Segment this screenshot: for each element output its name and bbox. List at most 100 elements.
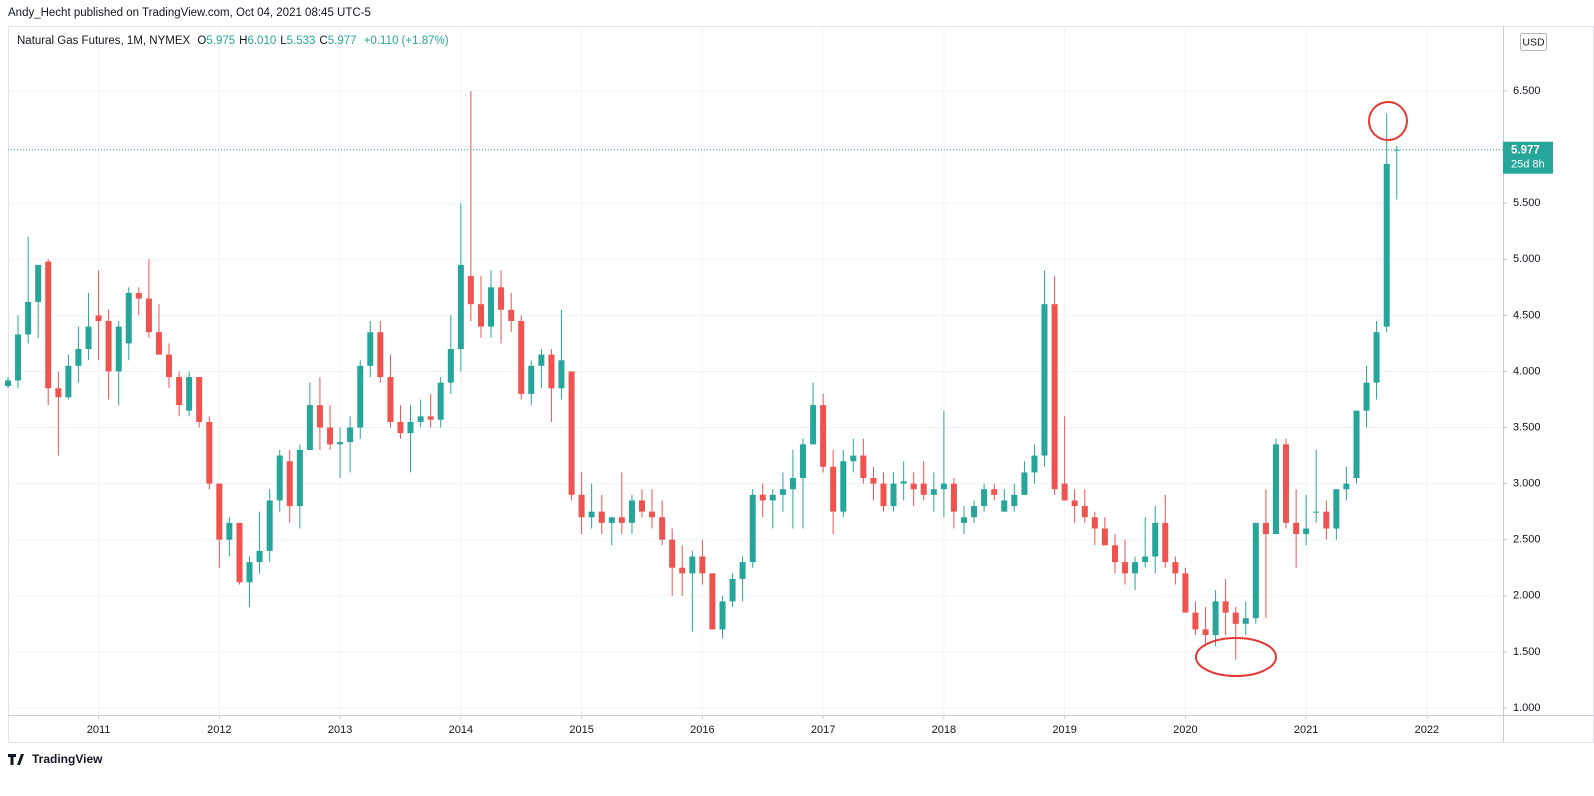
y-tick-label: 3.500 xyxy=(1513,421,1541,433)
candle-body xyxy=(467,276,474,305)
x-tick-label: 2022 xyxy=(1415,724,1439,736)
y-tick-label: 4.500 xyxy=(1513,309,1541,321)
last-price-box xyxy=(1503,141,1553,174)
candle-body xyxy=(1182,573,1189,613)
y-tick-label: 1.500 xyxy=(1513,646,1541,658)
candle-body xyxy=(15,334,22,381)
legend-change: +0.110 (+1.87%) xyxy=(364,35,449,47)
candle-body xyxy=(1383,163,1390,327)
candle-body xyxy=(1343,483,1350,490)
currency: USD xyxy=(1522,36,1545,48)
candle-body xyxy=(437,382,444,420)
candle-body xyxy=(1031,455,1038,473)
candle-body xyxy=(1162,522,1169,563)
candle-body xyxy=(870,478,877,484)
y-tick-label: 5.500 xyxy=(1513,197,1541,209)
candle-body xyxy=(1373,332,1380,383)
brand: TradingView xyxy=(32,752,103,766)
candle-body xyxy=(135,292,142,299)
candle-body xyxy=(1081,506,1088,518)
candle-body xyxy=(1101,528,1108,546)
candle-body xyxy=(950,483,957,512)
legend-field-label: C xyxy=(319,35,327,47)
candle-body xyxy=(1252,522,1259,619)
candle-body xyxy=(1393,149,1400,151)
candle-body xyxy=(759,494,766,501)
candle-body xyxy=(316,405,323,428)
candle-body xyxy=(618,517,625,523)
candle-body xyxy=(679,567,686,574)
candle-body xyxy=(799,444,806,479)
axes: 1.000 1.500 2.000 2.500 3.000 3.500 4.000 4.500… xyxy=(8,85,1553,736)
brand-logo xyxy=(8,754,24,765)
candle-body xyxy=(1272,444,1279,535)
candle-body xyxy=(286,461,293,507)
candle-body xyxy=(347,427,354,443)
candles xyxy=(5,91,1400,660)
candle-body xyxy=(377,332,384,378)
y-tick-label: 2.500 xyxy=(1513,534,1541,546)
y-tick-label: 5.000 xyxy=(1513,253,1541,265)
legend-field-value: 5.977 xyxy=(328,35,357,47)
candle-body xyxy=(900,481,907,484)
candle-body xyxy=(357,365,364,428)
candle-body xyxy=(991,489,998,495)
candle-body xyxy=(749,494,756,563)
candle-body xyxy=(65,365,72,398)
candle-body xyxy=(719,601,726,630)
countdown-label: 25d 8h xyxy=(1511,159,1545,171)
x-tick-label: 2012 xyxy=(207,724,231,736)
candle-body xyxy=(850,455,857,462)
candle-body xyxy=(920,483,927,495)
y-tick-label: 3.000 xyxy=(1513,478,1541,490)
candle-body xyxy=(75,349,82,366)
candle-body xyxy=(1001,500,1008,512)
candle-body xyxy=(1262,522,1269,535)
candle-body xyxy=(55,388,62,398)
legend: Natural Gas Futures, 1M, NYMEX O5.975 H6.… xyxy=(17,35,449,47)
candle-body xyxy=(155,332,162,355)
x-tick-label: 2017 xyxy=(811,724,835,736)
candle-body xyxy=(407,421,414,434)
candle-body xyxy=(588,511,595,518)
candle-body xyxy=(940,483,947,490)
candle-body xyxy=(256,550,263,563)
candle-body xyxy=(176,377,183,406)
candle-body xyxy=(739,562,746,579)
legend-field-value: 6.010 xyxy=(247,35,276,47)
legend-field-value: 5.975 xyxy=(206,35,235,47)
grid xyxy=(8,26,1503,715)
x-tick-label: 2011 xyxy=(87,724,111,736)
candle-body xyxy=(558,360,565,389)
candle-body xyxy=(1071,500,1078,507)
candle-body xyxy=(508,309,515,321)
candle-body xyxy=(367,332,374,366)
currency-box[interactable] xyxy=(1520,33,1547,51)
x-tick-label: 2014 xyxy=(449,724,473,736)
candle-body xyxy=(1323,511,1330,529)
candle-body xyxy=(1152,522,1159,557)
highlight-ellipse xyxy=(1195,637,1277,677)
candle-body xyxy=(1021,472,1028,495)
candle-body xyxy=(1091,517,1098,529)
candle-body xyxy=(729,578,736,602)
candle-body xyxy=(830,466,837,512)
candle-body xyxy=(105,320,112,372)
candle-body xyxy=(548,354,555,389)
candle-body xyxy=(779,489,786,495)
y-tick-label: 2.000 xyxy=(1513,590,1541,602)
candle-body xyxy=(1051,304,1058,490)
candle-body xyxy=(1122,562,1129,574)
x-tick-label: 2021 xyxy=(1294,724,1318,736)
candle-body xyxy=(387,377,394,422)
candle-body xyxy=(397,421,404,434)
candle-body xyxy=(5,380,11,387)
x-tick-label: 2016 xyxy=(690,724,714,736)
candle-body xyxy=(608,517,615,523)
candle-body xyxy=(981,489,988,507)
candle-body xyxy=(276,455,283,501)
candle-body xyxy=(880,483,887,507)
candle-body xyxy=(649,511,656,518)
candle-body xyxy=(236,522,243,583)
